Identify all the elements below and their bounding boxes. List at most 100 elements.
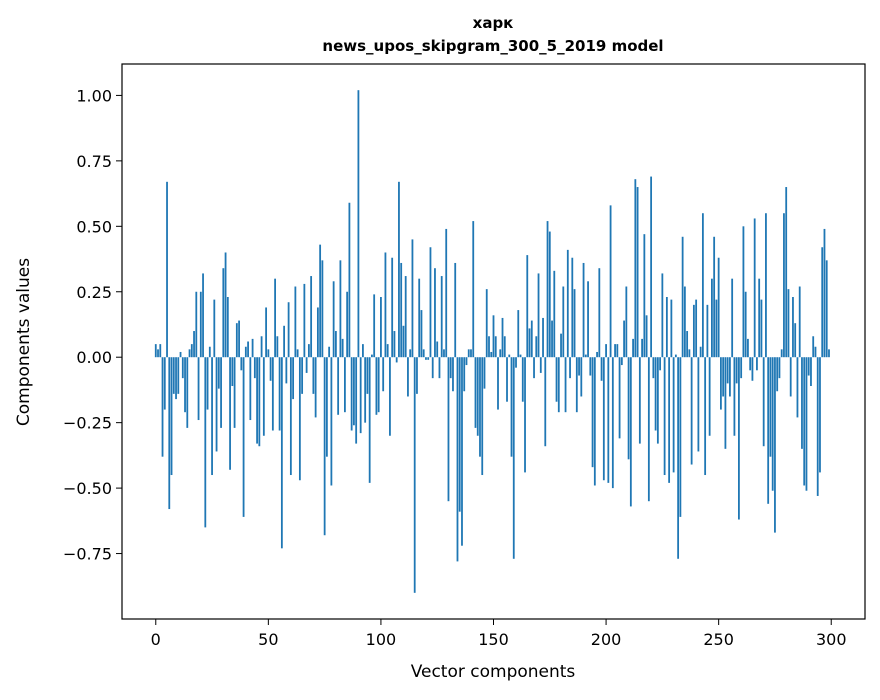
bar — [589, 357, 592, 376]
bar — [677, 357, 680, 559]
bar — [740, 357, 743, 379]
bar — [607, 357, 610, 483]
bar — [337, 357, 340, 415]
bar — [265, 307, 267, 358]
bar — [774, 357, 776, 533]
bar — [708, 357, 711, 436]
bar — [366, 357, 369, 394]
bar — [427, 357, 430, 360]
bar — [197, 357, 200, 421]
bar — [479, 357, 481, 457]
bar — [215, 357, 218, 452]
bar — [742, 226, 745, 358]
bar — [551, 320, 553, 358]
bar — [393, 331, 396, 358]
bar — [202, 273, 204, 358]
bar — [249, 357, 252, 421]
bar — [407, 357, 409, 397]
bar — [726, 357, 729, 384]
bar — [537, 273, 540, 358]
bar — [632, 338, 634, 358]
bar — [765, 213, 767, 358]
x-tick-label: 100 — [366, 630, 397, 649]
bar — [519, 354, 522, 358]
bar — [292, 357, 295, 400]
bar — [276, 336, 279, 358]
bar — [159, 344, 162, 358]
bar — [542, 317, 544, 358]
bar — [825, 260, 828, 358]
bar — [474, 357, 477, 428]
bar — [699, 346, 702, 358]
bar — [713, 236, 716, 358]
bar — [587, 281, 589, 358]
bar — [785, 187, 788, 358]
bar — [670, 299, 673, 358]
bar — [674, 354, 677, 358]
bar — [530, 320, 533, 358]
bar — [762, 357, 765, 447]
bar — [431, 357, 434, 379]
bar — [240, 357, 243, 371]
bar — [767, 357, 770, 504]
bar — [706, 304, 709, 358]
bar — [161, 357, 164, 457]
bar — [312, 357, 315, 394]
bar — [717, 257, 720, 358]
bar — [629, 357, 632, 507]
bar — [503, 336, 506, 358]
bar — [508, 354, 511, 358]
x-axis-ticks: 0 50 100 150 200 250 300 — [151, 619, 847, 649]
bar — [298, 357, 301, 481]
bar — [271, 357, 274, 431]
x-tick-label: 50 — [258, 630, 278, 649]
bar — [598, 268, 601, 358]
bar — [643, 234, 646, 358]
bar — [548, 231, 551, 358]
bar — [641, 338, 643, 358]
bar — [564, 357, 567, 413]
bar — [208, 346, 211, 358]
bar — [391, 257, 394, 358]
bar — [650, 176, 653, 358]
bar — [546, 221, 549, 358]
bar — [267, 349, 270, 358]
bar — [179, 351, 182, 358]
bar — [501, 317, 504, 358]
bar — [445, 228, 448, 358]
bar — [738, 357, 740, 520]
bar — [692, 304, 695, 358]
bar — [605, 344, 607, 358]
bar — [362, 344, 364, 358]
bar — [557, 357, 560, 413]
bar — [526, 255, 529, 358]
x-axis-label: Vector components — [411, 662, 576, 682]
bar — [539, 357, 542, 373]
bar — [296, 349, 299, 358]
bar — [355, 357, 358, 444]
bar — [789, 357, 792, 397]
bar — [280, 357, 283, 549]
bar — [316, 307, 319, 358]
bar — [823, 228, 826, 358]
bar — [274, 278, 276, 358]
bar — [413, 357, 416, 593]
bar — [262, 357, 265, 436]
bar — [711, 278, 713, 358]
bar — [663, 357, 666, 476]
bar — [688, 349, 691, 358]
bar — [591, 357, 594, 468]
bar — [375, 357, 378, 415]
bar — [463, 357, 466, 392]
bar — [796, 357, 799, 418]
x-tick-label: 300 — [816, 630, 847, 649]
bar — [470, 349, 472, 358]
bar — [506, 357, 508, 402]
bar — [172, 357, 175, 394]
bar — [701, 213, 704, 358]
bar — [301, 357, 304, 394]
bar — [812, 336, 815, 358]
bar — [596, 351, 598, 358]
bar — [434, 268, 436, 358]
